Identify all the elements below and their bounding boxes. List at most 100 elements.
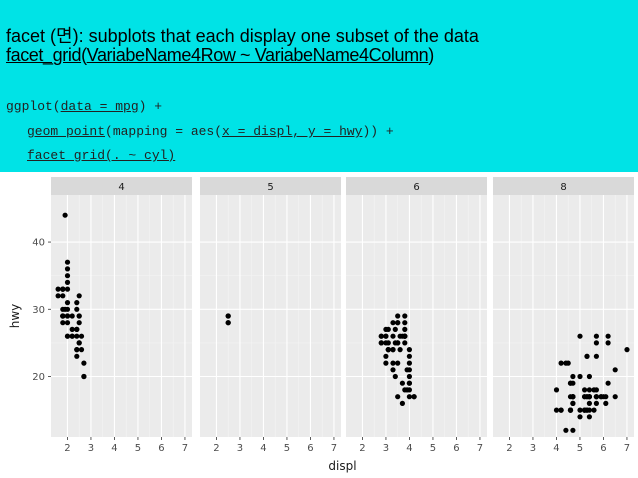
data-point [593, 400, 600, 406]
data-point [385, 347, 391, 353]
data-point [591, 387, 597, 393]
facet-strip-label: 8 [560, 182, 566, 193]
data-point [64, 266, 71, 272]
data-point [74, 333, 80, 339]
data-point [402, 320, 408, 326]
code-line-facet-grid: facet_grid(. ~ cyl) [27, 148, 176, 163]
data-point [567, 380, 574, 386]
facet-strip-label: 6 [413, 182, 419, 193]
x-tick-label: 5 [284, 443, 290, 454]
code-line-ggplot: ggplot(data = mpg) + [6, 99, 162, 114]
data-point [586, 400, 593, 406]
data-point [582, 387, 588, 393]
facet-grid-syntax: facet_grid(VariabeName4Row ~ VariabeName… [6, 45, 434, 66]
slide-header: facet (면): subplots that each display on… [0, 0, 638, 172]
data-point [553, 407, 560, 413]
data-point [74, 347, 80, 353]
data-point [406, 347, 412, 353]
data-point [60, 313, 66, 319]
x-tick-label: 5 [430, 443, 436, 454]
title-suffix: ): subplots that each display one subset… [72, 26, 479, 46]
x-tick-label: 3 [383, 443, 389, 454]
data-point [591, 407, 597, 413]
data-point [395, 394, 401, 400]
data-point [397, 333, 403, 339]
data-point [64, 279, 71, 285]
data-point [55, 293, 61, 299]
data-point [567, 407, 574, 413]
data-point [395, 340, 401, 346]
data-point [593, 394, 600, 400]
data-point [406, 367, 412, 373]
data-point [563, 427, 569, 433]
data-point [586, 414, 593, 420]
data-point [565, 360, 571, 366]
data-point [378, 333, 384, 339]
data-point [397, 347, 403, 353]
data-point [558, 407, 564, 413]
data-point [406, 373, 412, 380]
data-point [378, 340, 384, 346]
data-point [392, 373, 398, 380]
data-point [577, 333, 583, 339]
data-point [395, 320, 401, 326]
data-point [390, 320, 396, 326]
x-tick-label: 6 [307, 443, 313, 454]
data-point [402, 340, 408, 346]
data-point [78, 333, 85, 339]
x-tick-label: 3 [530, 443, 536, 454]
data-point [74, 326, 80, 332]
data-point [69, 313, 75, 319]
panel-background [493, 195, 634, 437]
data-point [582, 394, 588, 400]
facet-strip-label: 5 [267, 182, 273, 193]
data-point [64, 259, 71, 265]
title-prefix: facet ( [6, 26, 57, 46]
data-point [76, 313, 82, 319]
data-point [64, 320, 71, 326]
data-point [60, 286, 66, 292]
data-point [81, 360, 87, 366]
x-tick-label: 6 [600, 443, 606, 454]
code-ggplot-post: ) + [138, 99, 163, 114]
data-point [586, 394, 593, 400]
faceted-scatter-plot: 4 2 3 4 5 6 7 5 2 3 4 5 6 7 6 2 3 4 5 6 7 8 2 3 4 5 6 7 20 30 40 displ h… [8, 177, 634, 473]
x-tick-label: 4 [111, 443, 117, 454]
x-tick-label: 2 [213, 443, 219, 454]
data-point [395, 360, 401, 366]
data-point [69, 333, 75, 339]
data-point [78, 347, 85, 353]
data-point [586, 373, 593, 380]
code-line-geom-point: geom_point(mapping = aes(x = displ, y = … [27, 124, 394, 139]
x-tick-label: 7 [331, 443, 337, 454]
code-geom-func: geom_point [27, 124, 106, 139]
data-point [577, 373, 583, 380]
x-tick-label: 5 [577, 443, 583, 454]
data-point [383, 360, 389, 366]
syntax-close-paren: ) [428, 45, 434, 65]
data-point [69, 326, 75, 332]
data-point [406, 380, 412, 386]
data-point [225, 320, 231, 326]
data-point [390, 360, 396, 366]
data-point [64, 273, 71, 279]
data-point [406, 360, 412, 366]
data-point [570, 400, 576, 406]
data-point [584, 353, 590, 359]
data-point [553, 387, 560, 393]
x-tick-label: 6 [453, 443, 459, 454]
data-point [60, 320, 66, 326]
data-point [624, 347, 630, 353]
x-tick-label: 5 [135, 443, 141, 454]
data-point [74, 300, 80, 306]
data-point [225, 313, 231, 319]
data-point [603, 400, 609, 406]
data-point [593, 353, 600, 359]
data-point [60, 306, 66, 312]
x-tick-label: 4 [260, 443, 266, 454]
panel-background [346, 195, 487, 437]
data-point [605, 380, 611, 386]
y-tick-label: 20 [32, 372, 45, 383]
y-axis-title: hwy [8, 304, 22, 329]
y-tick-label: 30 [32, 305, 45, 316]
